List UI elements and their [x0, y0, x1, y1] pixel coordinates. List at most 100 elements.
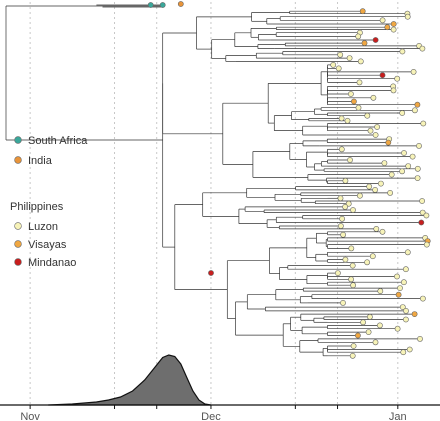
tip-node	[347, 157, 353, 163]
tip-node	[411, 107, 418, 114]
tip-node	[381, 160, 388, 166]
density-area	[48, 354, 212, 406]
tip-node	[364, 112, 371, 119]
tip-node	[344, 117, 351, 124]
tip-node	[372, 132, 379, 138]
tip-node	[379, 17, 386, 24]
tip-node	[366, 313, 373, 320]
tip-node	[390, 21, 397, 27]
tip-node	[342, 177, 349, 184]
tip-node	[348, 276, 354, 283]
tip-node	[395, 291, 402, 298]
tip-node	[338, 146, 345, 153]
tip-node	[403, 307, 409, 314]
tip-node	[335, 65, 342, 72]
legend-swatch	[14, 258, 22, 266]
legend-swatch	[14, 156, 22, 164]
tip-node	[399, 168, 405, 175]
tip-node	[414, 165, 421, 172]
tip-node	[374, 124, 380, 130]
tip-node	[414, 175, 421, 181]
tip-node	[397, 285, 403, 291]
tip-node	[388, 171, 395, 178]
legend: South Africa India Philippines Luzon Visayas…	[10, 135, 88, 269]
tip-node	[347, 91, 354, 97]
tip-node	[377, 180, 384, 187]
tip-node	[373, 225, 380, 232]
tip-node	[350, 343, 357, 349]
tip-node	[385, 139, 392, 146]
tip-node	[419, 198, 425, 204]
tip-node	[350, 282, 356, 289]
tip-node	[377, 288, 384, 294]
x-tick-label: Dec	[201, 411, 221, 421]
tip-node	[342, 256, 349, 263]
tip-node	[379, 72, 386, 79]
tip-node	[384, 24, 391, 31]
legend-label: Mindanao	[28, 257, 76, 269]
x-axis: Nov Dec Jan	[0, 404, 440, 421]
legend-swatch	[14, 136, 22, 144]
tip-node	[401, 150, 407, 156]
tip-node	[399, 48, 406, 55]
tip-node	[367, 127, 374, 134]
tip-node	[356, 192, 363, 199]
tip-node	[394, 325, 401, 332]
tip-node	[402, 266, 409, 273]
tip-node	[356, 79, 363, 86]
tip-node	[409, 153, 416, 160]
tip-node	[372, 186, 378, 193]
tip-node	[330, 62, 337, 68]
tip-node	[406, 346, 413, 353]
tip-node	[394, 75, 401, 82]
tip-node	[365, 329, 372, 335]
tip-node	[357, 58, 364, 65]
tip-node	[405, 163, 412, 169]
tip-node	[420, 120, 427, 127]
tip-node	[400, 349, 407, 356]
tip-node	[147, 2, 154, 8]
tip-node	[342, 203, 348, 210]
tip-node	[334, 270, 341, 276]
tip-node	[419, 45, 426, 52]
tip-node	[390, 87, 397, 94]
legend-label: Luzon	[28, 221, 58, 233]
tip-node	[337, 195, 344, 202]
tip-node	[416, 142, 422, 149]
tip-node	[379, 228, 386, 235]
tip-node	[376, 322, 383, 329]
tip-node	[400, 279, 407, 286]
tip-node	[359, 8, 366, 15]
tip-node	[361, 40, 368, 46]
tip-node	[372, 339, 379, 346]
tip-node	[345, 200, 352, 207]
density-layer	[48, 354, 212, 406]
tip-node	[404, 249, 411, 256]
legend-swatch	[14, 222, 22, 230]
legend-swatch	[14, 240, 22, 248]
legend-label: India	[28, 155, 53, 167]
tip-node	[387, 189, 393, 196]
tip-node	[346, 55, 353, 61]
tip-node	[364, 259, 370, 266]
tip-node	[355, 33, 362, 40]
legend-label: South Africa	[28, 135, 88, 147]
tip-node	[372, 37, 379, 43]
x-tick-label: Nov	[20, 411, 40, 421]
legend-label: Visayas	[28, 239, 67, 251]
tip-node	[355, 104, 362, 111]
tip-node	[208, 270, 214, 276]
tip-node	[340, 231, 346, 238]
x-tick-label: Jan	[389, 411, 407, 421]
tip-node	[338, 115, 345, 122]
tip-node	[340, 299, 346, 306]
legend-group-title: Philippines	[10, 201, 64, 213]
tip-node	[414, 101, 421, 108]
tip-node	[411, 311, 418, 317]
tip-node	[390, 26, 397, 33]
tip-node	[348, 245, 355, 252]
tip-node	[423, 212, 430, 219]
tip-node	[339, 215, 345, 222]
